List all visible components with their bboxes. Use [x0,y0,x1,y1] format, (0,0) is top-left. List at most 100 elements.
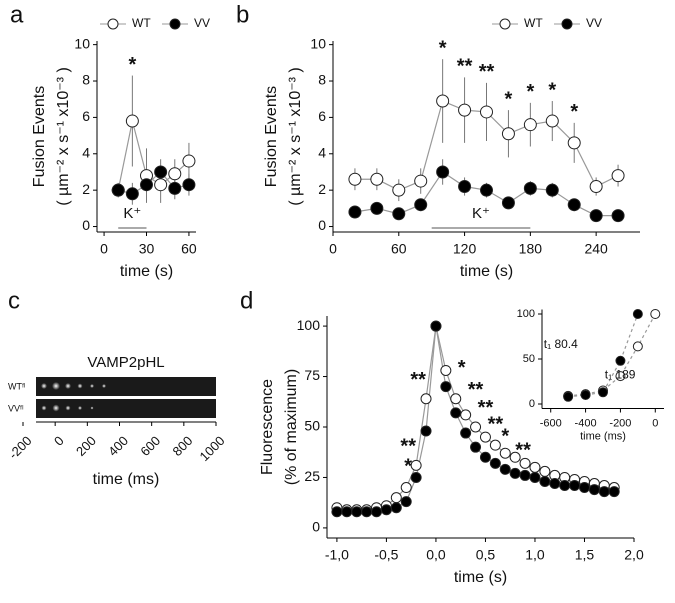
marker [578,482,590,494]
marker [588,484,600,496]
x-tick-label: 800 [170,433,196,459]
x-tick-label: 0 [652,417,658,429]
annotation: ** [400,435,416,457]
y-axis-label: ( µm⁻² x s⁻¹ x10⁻³ ) [287,67,304,206]
marker [420,393,432,405]
marker [168,181,182,195]
marker [348,205,362,219]
marker [580,390,591,400]
marker [598,387,608,398]
x-axis-label: time (s) [120,263,173,280]
marker [351,506,363,518]
y-tick-label: 8 [82,72,90,88]
marker [414,198,428,212]
marker [182,154,196,168]
legend-marker [561,18,573,30]
marker [420,425,432,437]
title: VAMP2pHL [87,354,164,371]
marker [589,180,603,194]
marker [480,183,493,197]
marker [569,480,581,492]
series-line [568,313,656,397]
marker [501,127,515,141]
marker [632,341,643,352]
annotation: * [505,88,513,110]
x-tick-label: 120 [453,241,477,257]
annotation: ** [410,369,426,391]
y-axis-label: (% of maximum) [283,369,300,485]
marker [523,181,537,195]
marker [615,371,626,382]
marker [440,381,452,393]
annotation: * [404,456,412,478]
annotation: * [501,425,509,447]
marker [509,451,521,463]
marker [154,178,168,192]
y-axis-label: Fusion Events [263,86,280,187]
y-axis-label: ( µm⁻² x s⁻¹ x10⁻³ ) [55,67,72,206]
annotation: ** [457,56,473,78]
marker [539,465,551,477]
marker [563,391,574,402]
x-axis-label: time (s) [454,569,507,586]
y-tick-label: 0 [318,217,326,233]
marker [341,506,353,518]
annotation: ** [478,397,494,419]
x-tick-label: 1000 [197,433,228,464]
marker [450,407,462,419]
legend-marker [499,18,511,30]
x-tick-label: -200 [609,417,631,429]
marker [632,309,643,319]
x-tick-label: 60 [391,241,407,257]
x-tick-label: 0 [329,241,337,257]
marker [140,178,153,192]
x-tick-label: 0 [100,241,108,257]
panel-letter: a [10,1,24,28]
marker [608,486,620,498]
y-tick-label: 6 [318,108,326,124]
stimulus-label: K⁺ [123,205,141,222]
annotation: t₁ 189 [605,367,636,381]
x-tick-label: -600 [540,417,562,429]
marker [154,165,168,179]
series-line [117,120,190,191]
y-tick-label: 2 [82,181,90,197]
marker [559,480,571,492]
marker [489,439,501,451]
marker [371,506,383,518]
marker [458,103,472,117]
legend-label: VV [586,16,602,30]
marker [414,174,428,188]
marker [436,94,450,108]
annotation: t₁ 80.4 [544,337,578,351]
marker [390,502,402,514]
marker [545,183,559,197]
x-tick-label: -200 [6,433,35,462]
marker [460,409,472,421]
x-tick-label: 180 [519,241,543,257]
marker [650,309,661,319]
marker [611,209,625,223]
row-label: WTᶠˡ [8,381,25,391]
image-spots [41,382,106,412]
marker [519,457,531,469]
annotation: * [439,37,447,59]
y-tick-label: 4 [82,144,90,160]
marker [615,355,626,366]
x-tick-label: -0,5 [374,547,398,563]
marker [331,506,343,518]
marker [168,167,182,181]
x-tick-label: 200 [73,433,99,459]
marker [125,187,139,201]
marker [182,178,196,192]
stimulus-label: K⁺ [472,205,490,222]
y-axis-label: Fluorescence [259,379,276,475]
series-line [568,313,639,398]
panel-letter: c [8,287,20,314]
marker [440,364,452,376]
marker [539,475,551,487]
y-tick-label: 50 [304,418,320,434]
marker [390,492,402,504]
marker [489,457,501,469]
